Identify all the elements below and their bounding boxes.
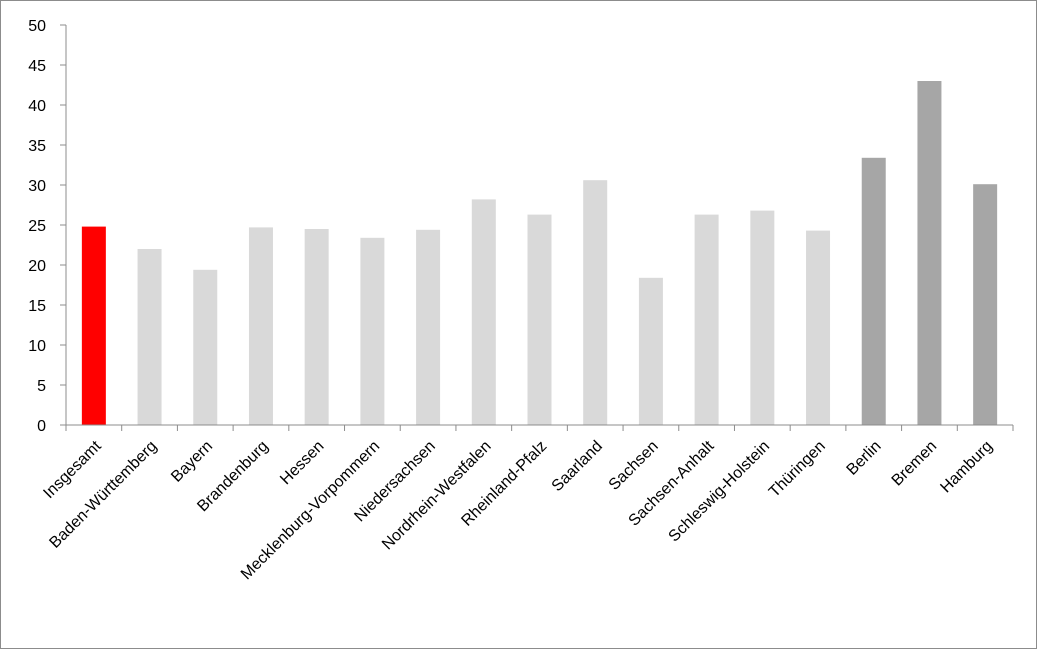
x-category-label: Hessen	[277, 438, 327, 488]
bar	[973, 184, 998, 425]
y-tick-label: 30	[28, 178, 46, 195]
x-category-label: Hamburg	[937, 438, 996, 497]
bar	[193, 269, 218, 425]
y-tick-label: 50	[28, 18, 46, 35]
bars	[81, 81, 998, 426]
y-tick-label: 35	[28, 138, 46, 155]
x-category-label: Schleswig-Holstein	[666, 438, 774, 546]
bar	[861, 157, 886, 426]
bar	[360, 237, 385, 425]
bar	[81, 226, 106, 425]
bar	[527, 214, 552, 425]
x-category-label: Berlin	[844, 438, 885, 479]
y-tick-label: 25	[28, 218, 46, 235]
y-tick-label: 45	[28, 58, 46, 75]
x-category-label: Bayern	[168, 438, 216, 486]
bar	[304, 229, 329, 425]
y-tick-label: 15	[28, 298, 46, 315]
bar	[750, 210, 775, 425]
bar	[583, 180, 608, 425]
x-category-label: Saarland	[549, 438, 606, 495]
bar	[917, 81, 942, 425]
y-tick-label: 20	[28, 258, 46, 275]
bar	[248, 227, 273, 425]
bar	[806, 230, 831, 425]
x-category-label: Thüringen	[766, 438, 829, 501]
bar	[416, 229, 441, 425]
y-tick-label: 10	[28, 338, 46, 355]
bar	[694, 214, 719, 425]
bar	[137, 249, 162, 425]
x-category-label: Bremen	[889, 438, 941, 490]
y-axis: 0 5 10 15 20 25 30 35 40 45 50	[28, 18, 67, 435]
x-category-label: Sachsen	[606, 438, 662, 494]
y-tick-label: 0	[37, 418, 46, 435]
y-tick-label: 5	[37, 378, 46, 395]
bar	[638, 277, 663, 425]
x-category-label: Baden-Württemberg	[46, 438, 160, 552]
bar	[471, 199, 496, 425]
y-tick-label: 40	[28, 98, 46, 115]
x-category-label: Nordrhein-Westfalen	[379, 438, 495, 554]
